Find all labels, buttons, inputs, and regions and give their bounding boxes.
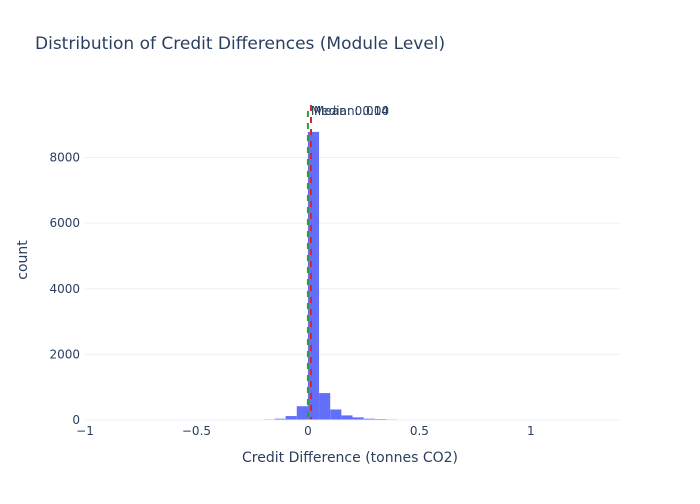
y-tick-label: 4000	[49, 282, 80, 296]
x-tick-label: 1	[527, 424, 535, 438]
histogram-bar	[341, 415, 352, 420]
histogram-bar	[308, 132, 319, 420]
histogram-bar	[286, 416, 297, 420]
y-tick-label: 6000	[49, 216, 80, 230]
x-tick-label: −1	[76, 424, 94, 438]
x-axis-label: Credit Difference (tonnes CO2)	[242, 450, 458, 466]
grid-layer	[85, 158, 620, 355]
x-tick-label: 0	[304, 424, 312, 438]
histogram-bar	[330, 410, 341, 421]
median-label: Median: 0.00	[311, 104, 389, 118]
x-tick-label: −0.5	[182, 424, 211, 438]
y-tick-label: 8000	[49, 151, 80, 165]
y-axis-label: count	[15, 240, 31, 280]
histogram-bar	[319, 393, 330, 420]
y-tick-label: 2000	[49, 347, 80, 361]
chart-title: Distribution of Credit Differences (Modu…	[35, 34, 445, 54]
histogram-bar	[297, 406, 308, 420]
x-tick-label: 0.5	[410, 424, 429, 438]
bar-layer	[252, 132, 441, 420]
